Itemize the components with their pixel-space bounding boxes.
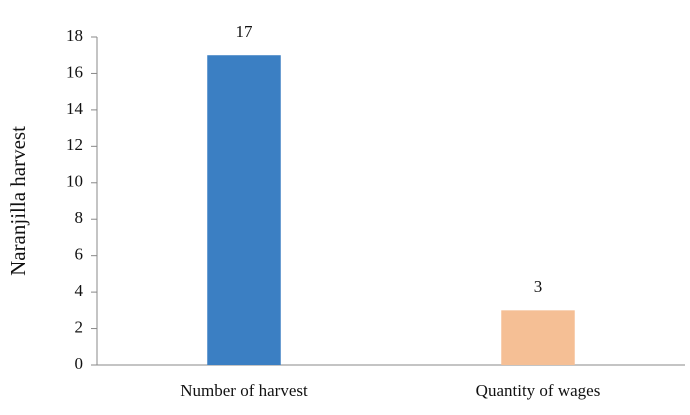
y-axis-label: Naranjilla harvest — [6, 126, 30, 276]
y-tick-label: 4 — [75, 281, 84, 300]
y-tick-label: 8 — [75, 208, 84, 227]
y-tick-label: 12 — [66, 135, 83, 154]
y-tick-label: 16 — [66, 62, 83, 81]
y-tick-label: 0 — [75, 354, 84, 373]
y-tick-label: 10 — [66, 172, 83, 191]
x-tick-label: Number of harvest — [180, 381, 308, 400]
bar — [207, 55, 281, 365]
y-tick-label: 18 — [66, 26, 83, 45]
y-tick-label: 2 — [75, 317, 84, 336]
data-label: 17 — [236, 22, 254, 41]
y-tick-label: 14 — [66, 99, 84, 118]
bar — [501, 310, 575, 365]
y-tick-label: 6 — [75, 245, 84, 264]
x-tick-label: Quantity of wages — [476, 381, 601, 400]
data-label: 3 — [534, 277, 543, 296]
